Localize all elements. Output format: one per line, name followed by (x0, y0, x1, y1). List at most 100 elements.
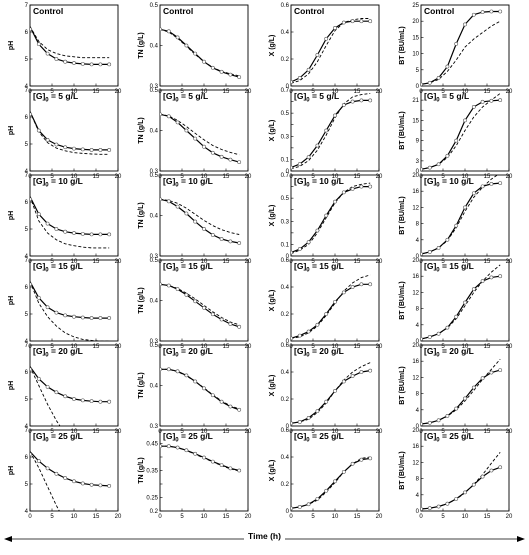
series-line-solid (30, 196, 110, 235)
plot-area (30, 366, 112, 426)
data-point-marker (175, 204, 180, 209)
data-point-marker (30, 27, 32, 32)
data-point-marker (45, 305, 50, 310)
x-tick-label: 5 (50, 174, 54, 180)
data-point-marker (210, 65, 215, 70)
series-line-dashed (160, 113, 240, 156)
data-point-marker (166, 444, 171, 449)
data-point-marker (45, 384, 50, 389)
data-point-marker (421, 82, 423, 86)
x-tick-label: 10 (71, 89, 78, 95)
y-tick-label: 9 (416, 139, 420, 145)
panel-frame (290, 89, 380, 172)
panel-frame (159, 4, 249, 87)
panel-frame (159, 259, 249, 342)
data-point-marker (297, 76, 302, 80)
panel-title-part: [G] (33, 176, 45, 186)
data-point-marker (324, 213, 329, 218)
plot-area (421, 264, 503, 341)
data-point-marker (54, 57, 59, 61)
plot-area (160, 112, 242, 164)
x-tick-label: 10 (71, 259, 78, 265)
data-point-marker (202, 386, 206, 391)
plot-area (160, 444, 242, 473)
panel-title-part: = 25 g/L (49, 431, 83, 441)
x-tick-label: 10 (332, 89, 339, 95)
x-tick-label: 15 (484, 174, 491, 180)
data-point-marker (489, 468, 494, 473)
panel-title-part: [G] (163, 431, 175, 441)
data-point-marker (228, 239, 233, 244)
panel-title-part: = 5 g/L (179, 91, 209, 101)
data-point-marker (219, 69, 224, 74)
data-point-marker (463, 118, 467, 123)
series-line-dashed (291, 456, 371, 509)
data-point-marker (421, 422, 423, 426)
panel-title: Control (294, 6, 324, 16)
y-tick-label: 6 (25, 455, 29, 461)
data-point-marker (359, 19, 364, 24)
data-point-marker (436, 418, 441, 423)
panel-title: [G]0 = 20 g/L (163, 346, 213, 359)
data-point-marker (89, 148, 94, 152)
x-tick-label: 5 (311, 89, 315, 95)
data-point-marker (89, 62, 94, 67)
x-tick-label: 10 (201, 514, 208, 520)
data-point-marker (107, 316, 112, 320)
y-tick-label: 16 (412, 359, 419, 365)
plot-area (30, 281, 112, 341)
x-tick-label: 0 (158, 514, 162, 520)
data-point-marker (297, 333, 302, 338)
x-tick-label: 5 (180, 259, 184, 265)
series-line-solid (30, 111, 110, 151)
y-tick-label: 16 (412, 274, 419, 280)
data-point-marker (45, 221, 50, 226)
series-line-dashed (160, 283, 240, 326)
data-point-marker (359, 370, 364, 374)
y-axis-label: TN (g/L) (138, 117, 145, 143)
series-line-dashed (30, 26, 110, 59)
x-tick-label: 15 (484, 514, 491, 520)
y-tick-label: 7 (25, 258, 29, 264)
series-line-dashed (291, 18, 371, 84)
x-tick-label: 5 (441, 259, 445, 265)
data-point-marker (368, 19, 373, 24)
data-point-marker (107, 483, 112, 488)
y-tick-label: 0.3 (150, 339, 159, 345)
panel-title: [G]0 = 25 g/L (163, 431, 213, 444)
data-point-marker (324, 488, 329, 493)
y-tick-label: 4 (416, 323, 420, 329)
y-tick-label: 0 (416, 84, 420, 90)
series-line-solid (291, 283, 371, 339)
x-tick-label: 15 (354, 259, 361, 265)
x-tick-label: 15 (223, 259, 230, 265)
x-tick-label: 0 (28, 514, 32, 520)
data-point-marker (166, 367, 171, 372)
data-point-marker (463, 396, 467, 401)
panel-title-part: [G] (163, 91, 175, 101)
panel-0-2: 00.20.40.60 5 10 15 20X (g/L)Control (269, 3, 383, 95)
panel-title-subscript: 0 (306, 268, 310, 274)
panel-title-part: [G] (163, 261, 175, 271)
panel-title-subscript: 0 (436, 183, 440, 189)
plot-area (30, 26, 112, 67)
data-point-marker (72, 231, 76, 235)
panel-title-subscript: 0 (306, 438, 310, 444)
data-point-marker (210, 150, 215, 155)
series-line-solid (421, 369, 501, 425)
x-tick-label: 15 (354, 174, 361, 180)
panel-title: [G]0 = 5 g/L (294, 91, 339, 104)
y-tick-label: 4 (25, 254, 29, 260)
panel-title: [G]0 = 15 g/L (33, 261, 83, 274)
x-tick-label: 10 (201, 344, 208, 350)
x-tick-label: 10 (71, 344, 78, 350)
data-point-marker (315, 228, 320, 233)
y-tick-label: 21 (412, 98, 419, 104)
x-tick-label: 15 (484, 429, 491, 435)
panel-title-subscript: 0 (436, 98, 440, 104)
y-tick-label: 20 (412, 343, 419, 349)
